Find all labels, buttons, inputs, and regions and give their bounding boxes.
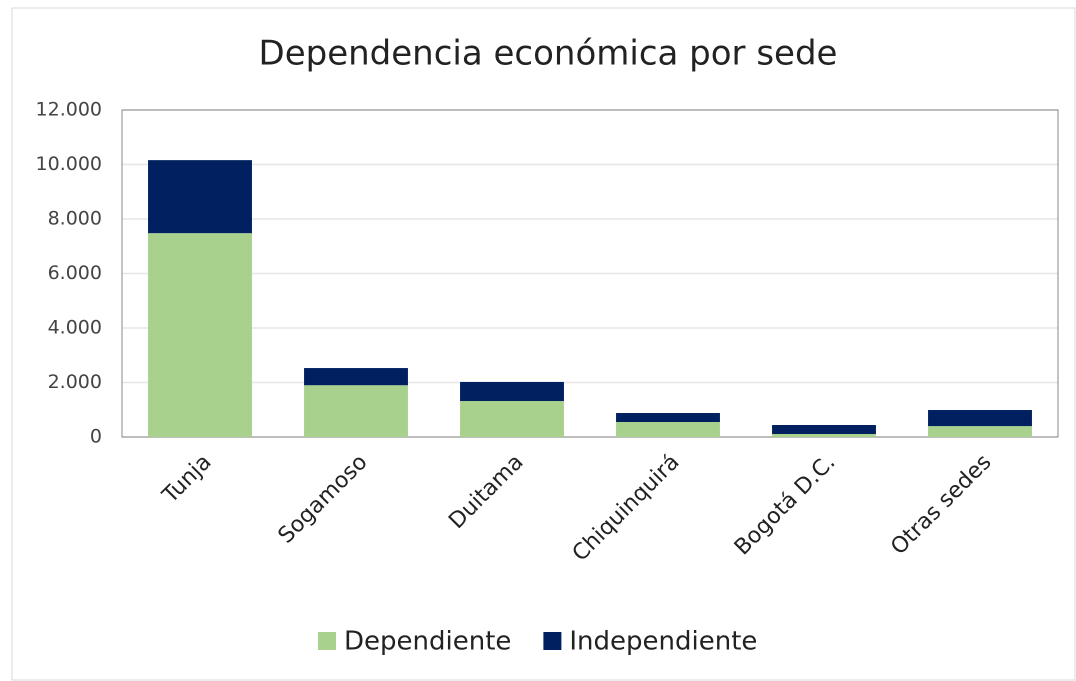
y-tick-label: 0 <box>90 426 102 448</box>
bar-segment <box>460 401 564 437</box>
legend-swatch <box>543 632 562 650</box>
bar-segment <box>928 410 1032 427</box>
y-tick-label: 12.000 <box>36 99 102 121</box>
bar-segment <box>304 385 408 437</box>
y-tick-label: 8.000 <box>48 208 102 230</box>
chart-title: Dependencia económica por sede <box>259 34 838 74</box>
bar-segment <box>616 422 720 437</box>
legend-swatch <box>318 632 336 650</box>
bar-segment <box>304 368 408 386</box>
bar-segment <box>148 160 252 234</box>
bar-segment <box>460 381 564 402</box>
bar-segment <box>772 434 876 437</box>
bar-segment <box>772 425 876 435</box>
y-tick-label: 2.000 <box>48 371 102 393</box>
y-tick-label: 6.000 <box>48 262 102 284</box>
legend-label: Dependiente <box>344 627 511 657</box>
plot-area <box>121 109 1059 438</box>
bar-segment <box>928 426 1032 437</box>
bar-segment <box>616 413 720 423</box>
y-tick-label: 4.000 <box>48 317 102 339</box>
legend-label: Independiente <box>569 627 757 657</box>
bar-segment <box>148 233 252 437</box>
y-tick-label: 10.000 <box>36 153 102 175</box>
